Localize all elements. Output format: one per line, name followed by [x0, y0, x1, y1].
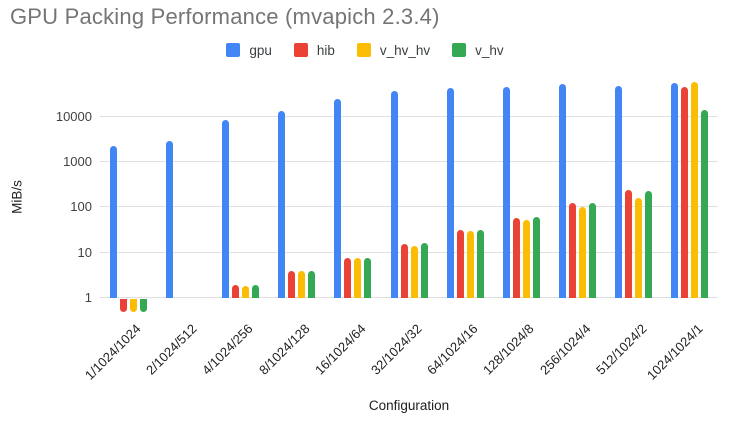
bar-hib-10	[681, 86, 689, 298]
bar-v_hv-10	[701, 110, 709, 298]
bar-v_hv_hv-8	[579, 207, 587, 298]
bar-v_hv_hv-3	[298, 270, 306, 298]
bar-hib-6	[456, 229, 464, 298]
bar-gpu-4	[334, 98, 342, 298]
chart-title: GPU Packing Performance (mvapich 2.3.4)	[10, 4, 440, 29]
bar-gpu-8	[559, 84, 567, 298]
bar-gpu-3	[278, 110, 286, 298]
bar-gpu-0	[109, 145, 117, 298]
y-tick-label-1000: 1000	[63, 154, 92, 169]
y-tick-label-100: 100	[70, 199, 92, 215]
bar-gpu-9	[615, 85, 623, 298]
bar-v_hv_hv-10	[691, 82, 699, 298]
legend-label-v_hv: v_hv	[475, 42, 504, 58]
bar-v_hv-6	[476, 229, 484, 298]
gridline-100	[100, 206, 718, 208]
bar-v_hv_hv-9	[635, 197, 643, 298]
bar-gpu-7	[502, 86, 510, 298]
bar-v_hv_hv-6	[466, 231, 474, 298]
y-tick-label-1: 1	[84, 290, 92, 306]
bar-hib-0	[119, 298, 127, 312]
bar-v_hv_hv-2	[241, 285, 249, 298]
bar-v_hv-2	[251, 284, 259, 298]
bar-v_hv-7	[532, 216, 540, 298]
bar-v_hv_hv-4	[354, 258, 362, 298]
bar-gpu-2	[221, 120, 229, 298]
legend-item-v_hv: v_hv	[452, 43, 504, 58]
gridline-1	[100, 297, 718, 299]
legend-label-gpu: gpu	[249, 42, 272, 58]
legend-label-v_hv_hv: v_hv_hv	[379, 42, 431, 58]
bar-v_hv-4	[364, 257, 372, 298]
legend-swatch-v_hv_hv-icon	[356, 43, 371, 57]
plot-area: 1 10 100 1000 10000 1/1024/1024 2/1024/512 4/10…	[56, 82, 718, 383]
bar-v_hv-0	[139, 298, 147, 312]
bar-hib-9	[625, 190, 633, 298]
bar-gpu-10	[671, 83, 679, 298]
bar-hib-3	[288, 271, 296, 298]
legend: gpu hib v_hv_hv v_hv	[0, 41, 730, 59]
legend-item-gpu: gpu	[226, 43, 272, 58]
legend-item-v_hv_hv: v_hv_hv	[356, 42, 431, 58]
gridline-10000	[100, 115, 718, 117]
y-tick-label-10: 10	[77, 244, 92, 260]
legend-swatch-v_hv-icon	[452, 43, 467, 57]
gridline-1000	[100, 161, 718, 162]
bar-hib-8	[569, 202, 577, 298]
legend-label-hib: hib	[316, 42, 335, 58]
bar-v_hv-3	[308, 271, 316, 298]
gridline-10	[100, 251, 718, 253]
x-axis-title: Configuration	[368, 398, 450, 413]
bar-hib-4	[344, 258, 352, 298]
bar-gpu-6	[446, 87, 454, 298]
bar-hib-2	[231, 285, 239, 298]
y-tick-label-10000: 10000	[55, 108, 92, 124]
y-axis-title: MiB/s	[9, 180, 25, 214]
bar-gpu-5	[390, 91, 398, 298]
bar-gpu-1	[165, 141, 173, 298]
bar-v_hv-8	[589, 202, 597, 298]
bar-v_hv_hv-7	[522, 219, 530, 298]
bar-v_hv_hv-0	[129, 298, 137, 312]
legend-swatch-gpu-icon	[226, 43, 241, 57]
bar-hib-7	[512, 217, 520, 298]
bar-v_hv_hv-5	[410, 245, 418, 298]
bar-v_hv-5	[420, 243, 428, 298]
bar-v_hv-9	[645, 190, 653, 298]
legend-item-hib: hib	[293, 42, 335, 58]
bar-hib-5	[400, 244, 408, 298]
legend-swatch-hib-icon	[293, 43, 308, 57]
